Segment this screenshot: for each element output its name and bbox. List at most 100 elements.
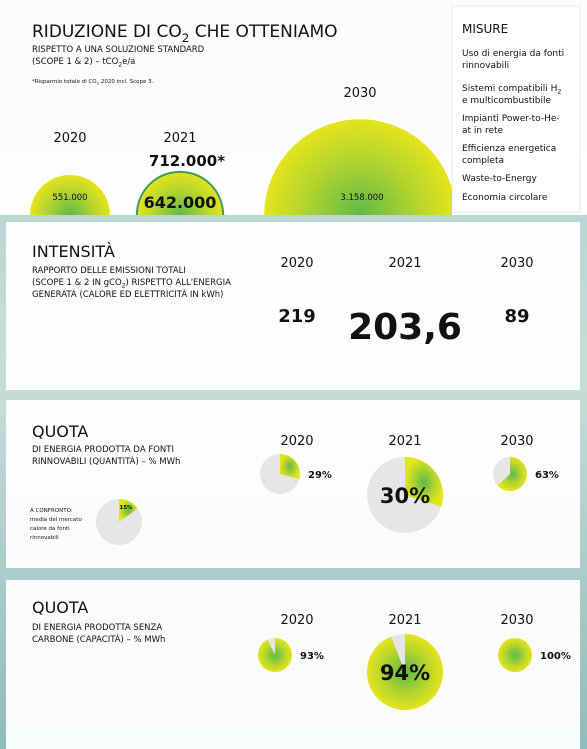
year-label: 2030	[500, 613, 533, 628]
text-part: (SCOPE 1 & 2) – tCO	[32, 57, 119, 67]
text-part: Uso di energia da fonti	[462, 49, 564, 59]
bubble	[264, 119, 452, 215]
section-subtitle: RAPPORTO DELLE EMISSIONI TOTALI	[32, 266, 186, 276]
section-subtitle: GENERATA (CALORE ED ELETTRICITÀ IN kWh)	[32, 288, 223, 300]
year-label: 2020	[280, 256, 313, 271]
measure-item: Efficienza energetica	[462, 144, 556, 154]
section-subtitle: (SCOPE 1 & 2 IN gCO2) RISPETTO ALL'ENERG…	[32, 278, 231, 290]
year-label: 2030	[500, 256, 533, 271]
section-subtitle: (SCOPE 1 & 2) – tCO2e/a	[32, 57, 135, 69]
pie-slice	[405, 457, 443, 507]
text-part: INTENSITÀ	[32, 242, 115, 261]
text-part: DI ENERGIA PRODOTTA DA FONTI	[32, 445, 174, 455]
text-part: 2	[118, 62, 122, 69]
pie-slice	[258, 638, 293, 672]
text-part: *Risparmio totale di CO	[32, 79, 97, 85]
measure-item: Impianti Power-to-He-	[462, 114, 560, 124]
value-label: 100%	[540, 651, 571, 662]
text-part: (SCOPE 1 & 2 IN gCO	[32, 278, 122, 288]
value-label: 93%	[300, 651, 324, 662]
year-label: 2021	[163, 131, 196, 146]
text-part: GENERATA (CALORE ED ELETTRICITÀ IN kWh)	[32, 288, 223, 300]
comparison-text: calore da fonti	[30, 526, 70, 532]
text-part: Efficienza energetica	[462, 144, 556, 154]
year-label: 2030	[500, 434, 533, 449]
value-label: 89	[504, 306, 529, 327]
comparison-text: media del mercato	[30, 517, 82, 523]
section-title: RIDUZIONE DI CO2 CHE OTTENIAMO	[32, 22, 338, 45]
measure-item: at in rete	[462, 126, 504, 136]
year-label: 2020	[53, 131, 86, 146]
measure-item: Sistemi compatibili H2	[462, 84, 561, 96]
value-label: 15%	[119, 505, 133, 511]
text-part: DI ENERGIA PRODOTTA SENZA	[32, 623, 162, 633]
text-part: QUOTA	[32, 422, 88, 441]
text-part: Economia circolare	[462, 193, 548, 203]
text-part: completa	[462, 156, 504, 166]
value-label: 551.000	[52, 193, 87, 203]
comparison-text: A CONFRONTO:	[30, 508, 73, 514]
text-part: CHE OTTENIAMO	[189, 22, 337, 42]
measure-item: Economia circolare	[462, 193, 548, 203]
year-label: 2020	[280, 613, 313, 628]
pie-slice	[119, 499, 138, 522]
bubble	[135, 170, 225, 215]
panel	[6, 580, 580, 749]
text-part: Waste-to-Energy	[462, 174, 537, 184]
value-label: 29%	[308, 470, 332, 481]
value-label: 219	[278, 306, 316, 327]
footnote: *Risparmio totale di CO2 2020 incl. Scop…	[32, 79, 154, 86]
text-part: RINNOVABILI (QUANTITÀ) – % MWh	[32, 455, 180, 467]
measure-item: e multicombustibile	[462, 96, 551, 106]
sidebar	[451, 5, 581, 213]
section-title: QUOTA	[32, 598, 88, 617]
value-label: 63%	[535, 470, 559, 481]
sidebar-title: MISURE	[462, 22, 508, 36]
pie-slice	[498, 638, 532, 672]
text-part: Sistemi compatibili H	[462, 84, 557, 94]
text-part: e/a	[122, 57, 135, 67]
extra-label: 712.000*	[149, 152, 225, 170]
text-part: CARBONE (CAPACITÀ) – % MWh	[32, 633, 165, 645]
measure-item: rinnovabili	[462, 61, 509, 71]
text-part: 2	[557, 89, 561, 96]
value-label: 94%	[380, 661, 430, 685]
text-part: 2020 incl. Scope 3.	[99, 79, 154, 85]
pie-slice	[367, 634, 444, 710]
bubble	[30, 175, 110, 215]
text-part: RISPETTO A UNA SOLUZIONE STANDARD	[32, 45, 205, 55]
value-label: 642.000	[144, 193, 217, 212]
text-part: RIDUZIONE DI CO	[32, 22, 182, 42]
year-label: 2021	[388, 256, 421, 271]
section-title: QUOTA	[32, 422, 88, 441]
section-subtitle: RINNOVABILI (QUANTITÀ) – % MWh	[32, 455, 180, 467]
pie-slice	[280, 454, 300, 479]
year-label: 2021	[388, 434, 421, 449]
text-part: rinnovabili	[462, 61, 509, 71]
year-label: 2021	[388, 613, 421, 628]
measure-item: completa	[462, 156, 504, 166]
pie-slice	[497, 457, 527, 491]
section-subtitle: DI ENERGIA PRODOTTA DA FONTI	[32, 445, 174, 455]
measure-item: Uso di energia da fonti	[462, 49, 564, 59]
text-part: at in rete	[462, 126, 504, 136]
text-part: 2	[122, 283, 126, 290]
value-label: 203,6	[348, 307, 462, 348]
text-part: RAPPORTO DELLE EMISSIONI TOTALI	[32, 266, 186, 276]
bubble-area	[30, 119, 452, 215]
text-part: e multicombustibile	[462, 96, 551, 106]
section-subtitle: DI ENERGIA PRODOTTA SENZA	[32, 623, 162, 633]
value-label: 3.158.000	[340, 193, 383, 203]
text-part: 2	[97, 81, 100, 86]
value-label: 30%	[380, 484, 430, 508]
panel	[6, 222, 580, 390]
text-part: Impianti Power-to-He-	[462, 114, 560, 124]
year-label: 2030	[343, 86, 376, 101]
section-subtitle: CARBONE (CAPACITÀ) – % MWh	[32, 633, 165, 645]
measure-item: Waste-to-Energy	[462, 174, 537, 184]
section-subtitle: RISPETTO A UNA SOLUZIONE STANDARD	[32, 45, 205, 55]
year-label: 2020	[280, 434, 313, 449]
comparison-text: rinnovabili	[30, 535, 59, 541]
text-part: ) RISPETTO ALL'ENERGIA	[125, 278, 231, 288]
